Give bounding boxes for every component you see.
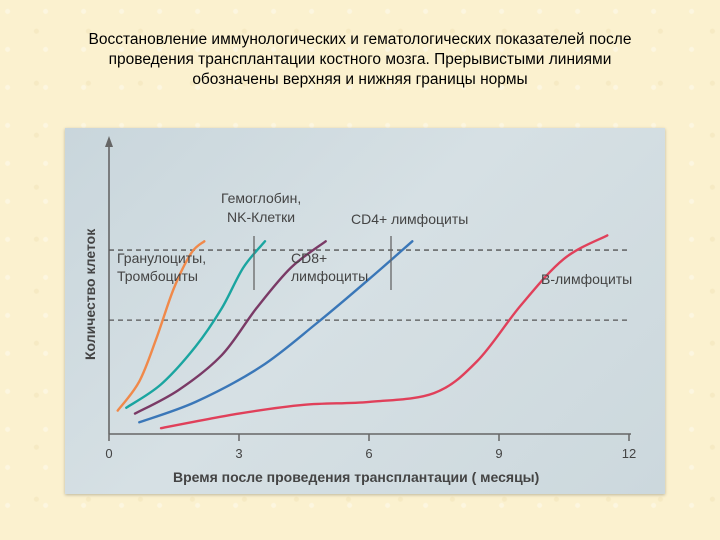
annotation-cd8-line-1: CD8+ xyxy=(291,250,327,266)
slide-title: Восстановление иммунологических и гемато… xyxy=(30,30,690,90)
series-line-1 xyxy=(125,240,267,409)
y-axis-title: Количество клеток xyxy=(82,228,98,360)
x-tick-label-1: 3 xyxy=(235,446,242,461)
annotation-b-lymphocytes: В-лимфоциты xyxy=(541,271,632,287)
annotation-hemoglobin-line-1: Гемоглобин, xyxy=(221,190,301,206)
series-line-3 xyxy=(138,240,414,424)
title-line-1: Восстановление иммунологических и гемато… xyxy=(88,31,632,48)
chart-photo: 0 3 6 9 12 Гранулоциты, Тромбоциты Гемоглоби… xyxy=(65,128,665,494)
annotation-cd4: CD4+ лимфоциты xyxy=(351,211,468,227)
chart-svg: 0 3 6 9 12 Гранулоциты, Тромбоциты Гемоглоби… xyxy=(82,136,636,485)
x-tick-label-0: 0 xyxy=(105,446,112,461)
x-tick-label-3: 9 xyxy=(495,446,502,461)
title-line-3: обозначены верхняя и нижняя границы норм… xyxy=(192,71,528,88)
series-line-2 xyxy=(133,240,327,415)
annotation-cd8-line-2: лимфоциты xyxy=(291,268,368,284)
series-line-0 xyxy=(116,240,206,412)
title-line-2: проведения трансплантации костного мозга… xyxy=(108,51,612,68)
annotation-granulocytes-line-2: Тромбоциты xyxy=(117,268,198,284)
annotation-hemoglobin-line-2: NK-Клетки xyxy=(227,209,295,225)
annotation-granulocytes-line-1: Гранулоциты, xyxy=(117,250,206,266)
series-line-4 xyxy=(159,234,609,430)
y-axis-arrow xyxy=(105,136,113,147)
x-axis-title: Время после проведения трансплантации ( … xyxy=(173,469,539,485)
x-tick-label-4: 12 xyxy=(622,446,636,461)
x-tick-label-2: 6 xyxy=(365,446,372,461)
